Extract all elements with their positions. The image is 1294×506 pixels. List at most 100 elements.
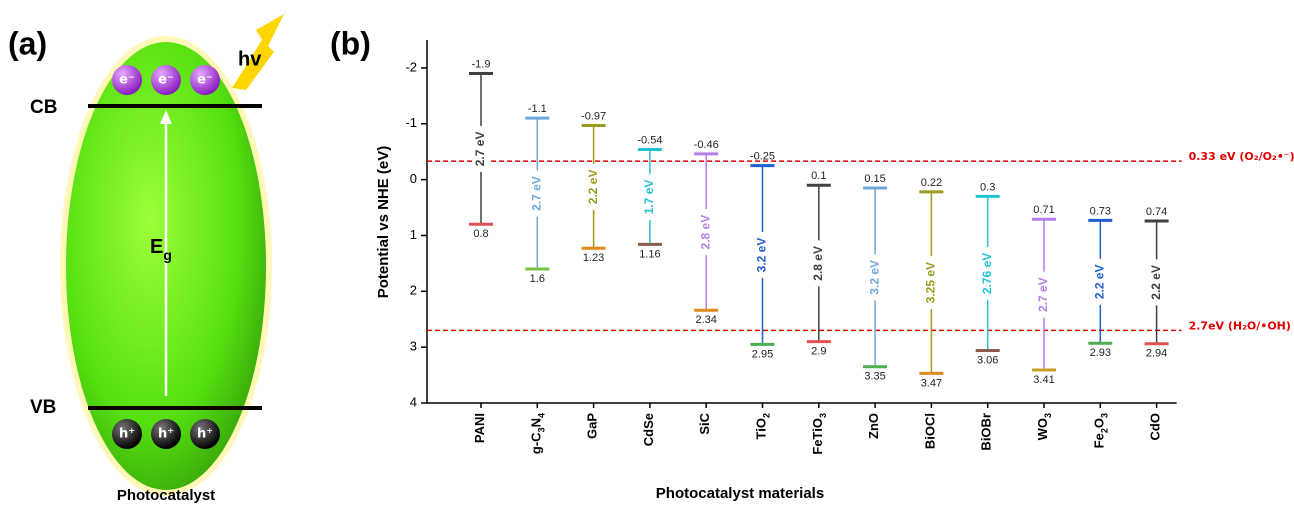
cb-value-label: 0.15 xyxy=(864,173,885,185)
gap-label-bg xyxy=(474,125,488,172)
hole-label: h⁺ xyxy=(158,427,174,442)
y-axis-title: Potential vs NHE (eV) xyxy=(375,146,392,299)
x-tick-label: CdO xyxy=(1148,413,1163,440)
y-tick-label: -1 xyxy=(405,115,417,130)
y-tick-label: 4 xyxy=(410,394,417,409)
gap-arrow-head xyxy=(160,110,172,124)
reference-label: 2.7eV (H₂O/•OH) xyxy=(1189,319,1291,332)
vb-value-label: 0.8 xyxy=(473,228,488,240)
gap-label-bg xyxy=(980,246,995,300)
cb-value-label: -1.1 xyxy=(528,103,547,115)
gap-label: 2.2 eV xyxy=(1149,265,1163,300)
cb-value-label: -0.97 xyxy=(581,110,606,122)
carriers: e⁻ e⁻ e⁻ h⁺ h⁺ h⁺ xyxy=(112,65,220,449)
gap-label: 3.2 eV xyxy=(755,238,769,273)
x-tick-label: BiOCl xyxy=(923,413,938,449)
vb-value-label: 3.06 xyxy=(977,354,998,366)
hole-label: h⁺ xyxy=(119,427,135,442)
cb-value-label: 0.73 xyxy=(1090,205,1111,217)
gap-label: 2.8 eV xyxy=(698,215,712,250)
x-tick-label: GaP xyxy=(585,413,600,439)
gap-label: 3.25 eV xyxy=(924,262,938,303)
x-axis-title: Photocatalyst materials xyxy=(656,485,824,502)
x-tick-label: ZnO xyxy=(867,413,882,439)
gap-label-bg xyxy=(1093,258,1108,305)
gap-label-bg xyxy=(642,173,657,220)
vb-value-label: 2.93 xyxy=(1090,347,1111,359)
gap-label: 2.7 eV xyxy=(529,176,543,211)
x-tick-label: PANI xyxy=(472,413,487,443)
gap-label-bg xyxy=(868,254,883,301)
x-tick-label: Fe2O3 xyxy=(1092,413,1110,448)
vb-value-label: 3.35 xyxy=(864,371,885,383)
electron xyxy=(112,65,142,95)
gap-label-bg xyxy=(530,170,545,217)
x-tick-label: BiOBr xyxy=(979,413,994,451)
panel-label: (b) xyxy=(330,25,371,61)
vb-value-label: 3.41 xyxy=(1033,374,1054,386)
electron-label: e⁻ xyxy=(119,73,135,88)
cb-label: CB xyxy=(30,97,57,118)
panel-a: (a) hv CB VB Eg Photocatalyst e⁻ e⁻ e⁻ h⁺ h⁺… xyxy=(8,14,284,504)
x-tick-label: g-C3N4 xyxy=(529,413,547,454)
cb-value-label: 0.3 xyxy=(980,181,995,193)
gap-label: 1.7 eV xyxy=(642,180,656,215)
electron xyxy=(151,65,181,95)
hole xyxy=(112,419,142,449)
vb-value-label: 1.16 xyxy=(639,248,660,260)
gap-label-bg xyxy=(586,163,601,210)
cb-value-label: 0.22 xyxy=(921,177,942,189)
gap-label: 2.76 eV xyxy=(980,253,994,294)
y-tick-label: 3 xyxy=(410,339,417,354)
gap-label-bg xyxy=(755,232,770,279)
electron-label: e⁻ xyxy=(197,73,213,88)
cb-value-label: -0.25 xyxy=(750,151,775,163)
cb-value-label: 0.71 xyxy=(1033,204,1054,216)
gap-label: 2.8 eV xyxy=(811,246,825,281)
gap-label: 3.2 eV xyxy=(867,260,881,295)
y-tick-label: 0 xyxy=(410,171,417,186)
cb-value-label: -0.54 xyxy=(637,134,662,146)
light-label: hv xyxy=(238,48,262,70)
gap-label: 2.7 eV xyxy=(1036,277,1050,312)
gap-label: 2.2 eV xyxy=(586,170,600,205)
hole xyxy=(151,419,181,449)
vb-label: VB xyxy=(30,397,56,418)
gap-label-bg xyxy=(699,209,714,256)
reference-label: 0.33 eV (O₂/O₂•⁻) xyxy=(1189,150,1294,163)
light-bolt xyxy=(232,14,284,90)
cb-value-label: 0.74 xyxy=(1146,206,1167,218)
x-tick-label: CdSe xyxy=(641,413,656,446)
vb-value-label: 1.6 xyxy=(530,273,545,285)
electron-label: e⁻ xyxy=(158,73,174,88)
hole-label: h⁺ xyxy=(197,427,213,442)
gap-label: 2.7 eV xyxy=(473,132,487,167)
gap-label-bg xyxy=(924,256,939,310)
band-gap-label: Eg xyxy=(150,236,172,262)
caption: Photocatalyst xyxy=(117,487,215,504)
vb-value-label: 3.47 xyxy=(921,377,942,389)
cb-value-label: 0.1 xyxy=(811,170,826,182)
y-tick-label: 1 xyxy=(410,227,417,242)
panel-label: (a) xyxy=(8,25,47,61)
x-tick-label: TiO2 xyxy=(754,413,772,439)
cb-value-label: -0.46 xyxy=(694,139,719,151)
vb-value-label: 1.23 xyxy=(583,252,604,264)
x-tick-label: SiC xyxy=(698,412,713,434)
gap-label-bg xyxy=(811,240,826,287)
vb-value-label: 2.95 xyxy=(752,348,773,360)
vb-value-label: 2.94 xyxy=(1146,348,1167,360)
x-tick-label: FeTiO3 xyxy=(810,413,828,455)
vb-value-label: 2.9 xyxy=(811,345,826,357)
x-tick-label: WO3 xyxy=(1035,413,1053,440)
cb-value-label: -1.9 xyxy=(472,58,491,70)
electron xyxy=(190,65,220,95)
gap-label-bg xyxy=(1037,271,1051,318)
hole xyxy=(190,419,220,449)
y-tick-label: -2 xyxy=(405,59,417,74)
vb-value-label: 2.34 xyxy=(695,314,716,326)
gap-label: 2.2 eV xyxy=(1092,264,1106,299)
gap-label-bg xyxy=(1149,259,1164,306)
y-tick-label: 2 xyxy=(410,283,417,298)
